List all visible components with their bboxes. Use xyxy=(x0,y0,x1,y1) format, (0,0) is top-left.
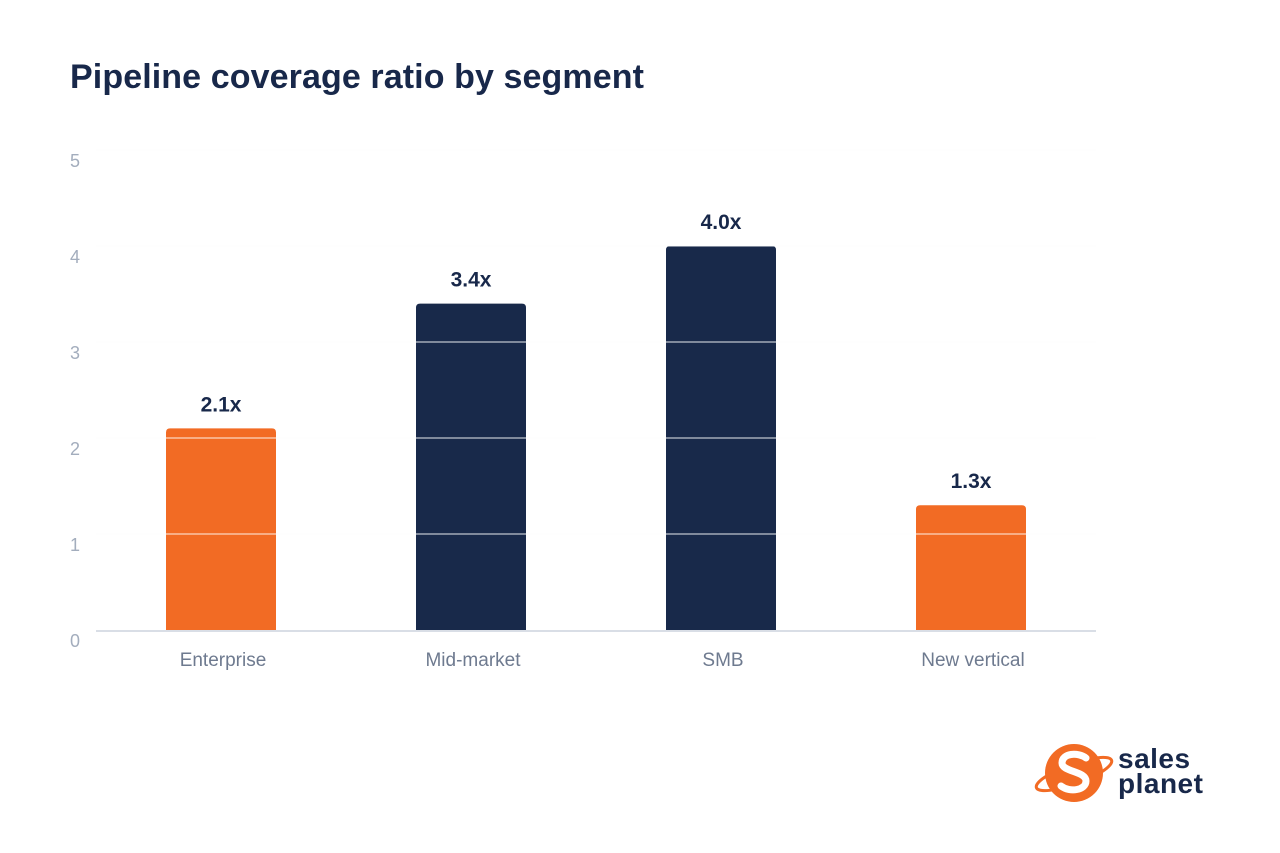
y-tick-label: 5 xyxy=(70,151,80,171)
x-tick-label: SMB xyxy=(702,650,743,671)
data-label: 3.4x xyxy=(451,269,492,292)
bar-mid-market xyxy=(416,303,526,630)
data-label: 4.0x xyxy=(701,211,742,234)
y-tick-label: 3 xyxy=(70,343,80,363)
x-tick-label: Enterprise xyxy=(180,650,267,671)
logo-line-1: sales xyxy=(1118,743,1191,774)
y-tick-labels: 0 1 2 3 4 5 xyxy=(70,151,80,651)
y-tick-label: 2 xyxy=(70,439,80,459)
bar-enterprise xyxy=(166,428,276,630)
sales-planet-logo-icon xyxy=(1034,744,1114,802)
sales-planet-logo: sales planet xyxy=(1034,738,1214,808)
data-label: 2.1x xyxy=(201,393,242,416)
y-tick-label: 4 xyxy=(70,247,80,267)
x-tick-labels: Enterprise Mid-market SMB New vertical xyxy=(180,650,1025,671)
y-tick-label: 1 xyxy=(70,535,80,555)
y-tick-label: 0 xyxy=(70,631,80,651)
chart-title: Pipeline coverage ratio by segment xyxy=(70,58,645,96)
data-label: 1.3x xyxy=(951,470,992,493)
logo-wordmark: sales planet xyxy=(1118,743,1204,799)
x-tick-label: Mid-market xyxy=(425,650,521,671)
bar-new-vertical xyxy=(916,505,1026,630)
x-tick-label: New vertical xyxy=(921,650,1024,671)
data-labels: 2.1x 3.4x 4.0x 1.3x xyxy=(201,211,992,493)
logo-line-2: planet xyxy=(1118,768,1204,799)
gridlines-overlay xyxy=(96,149,1096,535)
